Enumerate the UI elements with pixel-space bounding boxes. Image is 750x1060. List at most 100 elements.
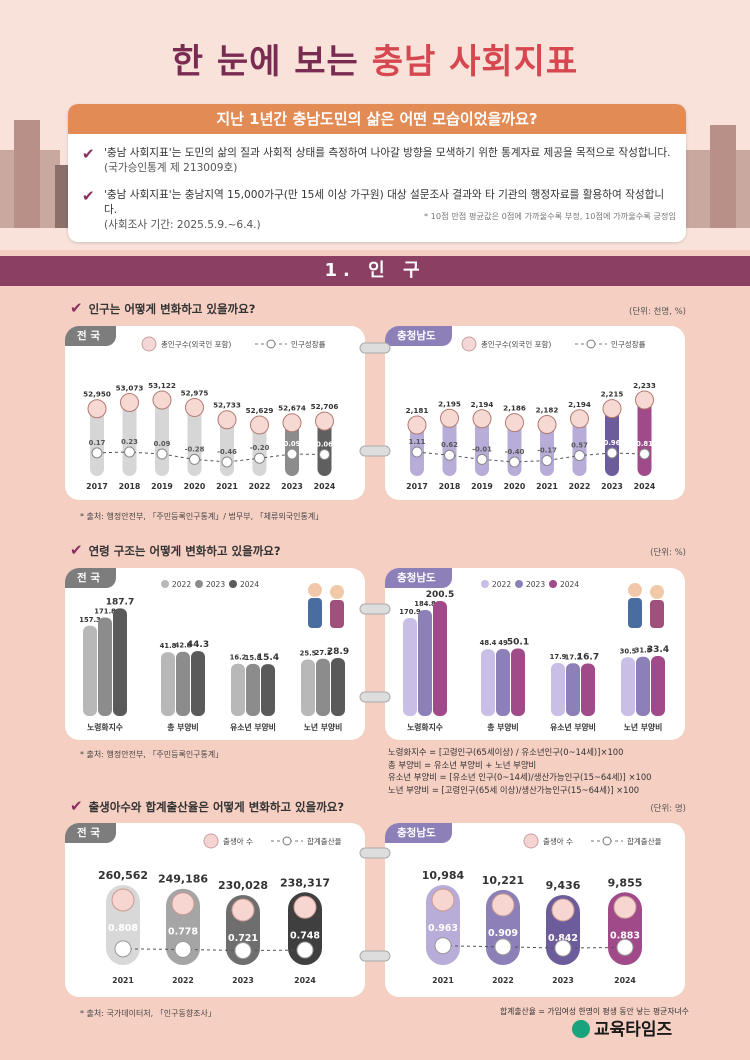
age-formulas: 노령화지수 = [고령인구(65세이상) / 유소년인구(0~14세)]×100… bbox=[388, 746, 651, 796]
age-value-label: 16.2 bbox=[230, 654, 247, 662]
baby-icon bbox=[613, 895, 637, 919]
birth-national-chart: 출생아 수 합계출산율 260,562 0.808 2021 249,186 0.778 20… bbox=[98, 833, 342, 985]
intro-bullet-2: ✔ '충남 사회지표'는 충남지역 15,000가구(만 15세 이상 가구원)… bbox=[82, 188, 672, 233]
fertility-marker bbox=[434, 937, 452, 955]
rate-value-label: 0.62 bbox=[441, 441, 458, 449]
person-icon bbox=[185, 397, 204, 417]
category-tick-label: 유소년 부양비 bbox=[230, 722, 276, 732]
birth-national-tag: 전 국 bbox=[65, 823, 116, 843]
year-tick-label: 2021 bbox=[216, 482, 238, 491]
year-tick-label: 2021 bbox=[112, 976, 134, 985]
age-bar bbox=[231, 663, 245, 716]
fertility-value-label: 0.842 bbox=[548, 933, 578, 944]
pop-bar bbox=[285, 418, 299, 476]
age-value-label: 31.8 bbox=[635, 647, 652, 655]
rate-value-label: 0.81 bbox=[636, 440, 653, 448]
fertility-value-label: 0.883 bbox=[610, 930, 640, 941]
age-bar bbox=[621, 657, 635, 716]
birth-note: 합계출산율 = 가임여성 한명이 평생 동안 낳는 평균자녀수 bbox=[500, 1007, 689, 1016]
pop-national-tag: 전 국 bbox=[65, 326, 116, 346]
rate-marker bbox=[286, 448, 298, 460]
pop-question: ✔ 인구는 어떻게 변화하고 있을까요? bbox=[70, 299, 255, 317]
age-bar bbox=[246, 663, 260, 716]
age-bar bbox=[83, 625, 97, 716]
rate-marker bbox=[156, 448, 168, 460]
elderly-man-body bbox=[628, 598, 642, 628]
pop-value-label: 52,674 bbox=[278, 404, 306, 413]
age-value-label: 17.9 bbox=[550, 653, 567, 661]
year-tick-label: 2023 bbox=[552, 976, 574, 985]
person-icon bbox=[440, 408, 459, 428]
birth-cn-chart: 출생아 수 합계출산율 10,984 0.963 2021 10,221 0.909 2022… bbox=[422, 833, 662, 985]
rate-marker bbox=[639, 448, 650, 460]
fertility-marker bbox=[494, 938, 512, 956]
age-value-label: 15.4 bbox=[257, 653, 279, 663]
year-tick-label: 2023 bbox=[281, 482, 303, 491]
year-tick-label: 2018 bbox=[439, 482, 461, 491]
fertility-line bbox=[122, 948, 306, 952]
fertility-line bbox=[442, 945, 626, 949]
rate-marker bbox=[476, 453, 488, 465]
pop-value-label: 53,073 bbox=[116, 383, 144, 392]
year-tick-label: 2022 bbox=[492, 976, 514, 985]
elderly-woman-icon bbox=[330, 585, 344, 599]
fertility-marker bbox=[174, 940, 192, 958]
birth-question-text: 출생아수와 합계출산율은 어떻게 변화하고 있을까요? bbox=[88, 800, 345, 814]
year-tick-label: 2024 bbox=[614, 976, 636, 985]
year-tick-label: 2019 bbox=[151, 482, 173, 491]
age-bar bbox=[316, 658, 330, 716]
pop-bar bbox=[442, 414, 457, 476]
year-tick-label: 2023 bbox=[601, 482, 623, 491]
year-tick-label: 2020 bbox=[184, 482, 206, 491]
logo-text: 교육타임즈 bbox=[594, 1020, 673, 1040]
age-value-label: 16.7 bbox=[577, 652, 599, 662]
fertility-value-label: 0.808 bbox=[108, 923, 138, 934]
rate-value-label: 0.06 bbox=[316, 440, 333, 448]
age-value-label: 170.9 bbox=[399, 608, 421, 616]
fertility-marker bbox=[114, 940, 132, 958]
fertility-value-label: 0.963 bbox=[428, 923, 458, 934]
publisher-logo: 교육타임즈 bbox=[572, 1015, 672, 1040]
intro-bullet-2-text: '충남 사회지표'는 충남지역 15,000가구(만 15세 이상 가구원) 대… bbox=[104, 189, 665, 216]
age-bar bbox=[433, 601, 447, 716]
legend-bar-label: 출생아 수 bbox=[543, 836, 573, 846]
panel-connectors bbox=[359, 342, 391, 962]
year-tick-label: 2018 bbox=[119, 482, 141, 491]
birth-cn-tag: 충청남도 bbox=[385, 823, 452, 843]
birth-value-label: 10,984 bbox=[422, 869, 465, 882]
age-value-label: 17.2 bbox=[565, 653, 582, 661]
age-value-label: 30.5 bbox=[620, 647, 637, 655]
year-tick-label: 2019 bbox=[471, 482, 493, 491]
legend-bar-label: 총인구수(외국인 포함) bbox=[481, 339, 551, 349]
person-icon bbox=[120, 392, 139, 412]
rate-marker bbox=[444, 449, 455, 461]
year-tick-label: 2022 bbox=[249, 482, 271, 491]
birth-unit: (단위: 명) bbox=[650, 804, 686, 814]
baby-icon bbox=[431, 888, 455, 912]
age-bar bbox=[301, 659, 315, 716]
check-icon: ✔ bbox=[82, 145, 95, 163]
rate-marker bbox=[319, 448, 330, 460]
year-tick-label: 2020 bbox=[504, 482, 526, 491]
fertility-value-label: 0.909 bbox=[488, 928, 518, 939]
age-value-label: 33.4 bbox=[647, 645, 669, 655]
legend-baby-icon bbox=[523, 833, 539, 849]
intro-bullet-1-text: '충남 사회지표'는 도민의 삶의 질과 사회적 상태를 측정하여 나아갈 방향… bbox=[104, 147, 671, 159]
legend-line-label: 인구성장률 bbox=[291, 339, 326, 349]
check-icon: ✔ bbox=[70, 541, 83, 559]
logo-icon bbox=[572, 1020, 590, 1038]
title-part2: 충남 사회지표 bbox=[371, 42, 579, 82]
category-tick-label: 노년 부양비 bbox=[304, 722, 343, 732]
year-tick-label: 2024 bbox=[294, 976, 316, 985]
rate-value-label: 0.09 bbox=[154, 440, 171, 448]
age-value-label: 15.8 bbox=[245, 654, 262, 662]
rate-value-label: -0.01 bbox=[472, 445, 492, 453]
rate-value-label: 0.09 bbox=[284, 440, 301, 448]
fertility-value-label: 0.721 bbox=[228, 933, 258, 944]
pop-value-label: 2,194 bbox=[471, 400, 494, 409]
rate-marker bbox=[574, 450, 585, 462]
formula-total-dependency: 총 부양비 = 유소년 부양비 + 노년 부양비 bbox=[388, 759, 537, 770]
age-value-label: 171.8 bbox=[94, 607, 116, 615]
person-icon bbox=[282, 413, 302, 433]
rate-value-label: 0.23 bbox=[121, 438, 138, 446]
